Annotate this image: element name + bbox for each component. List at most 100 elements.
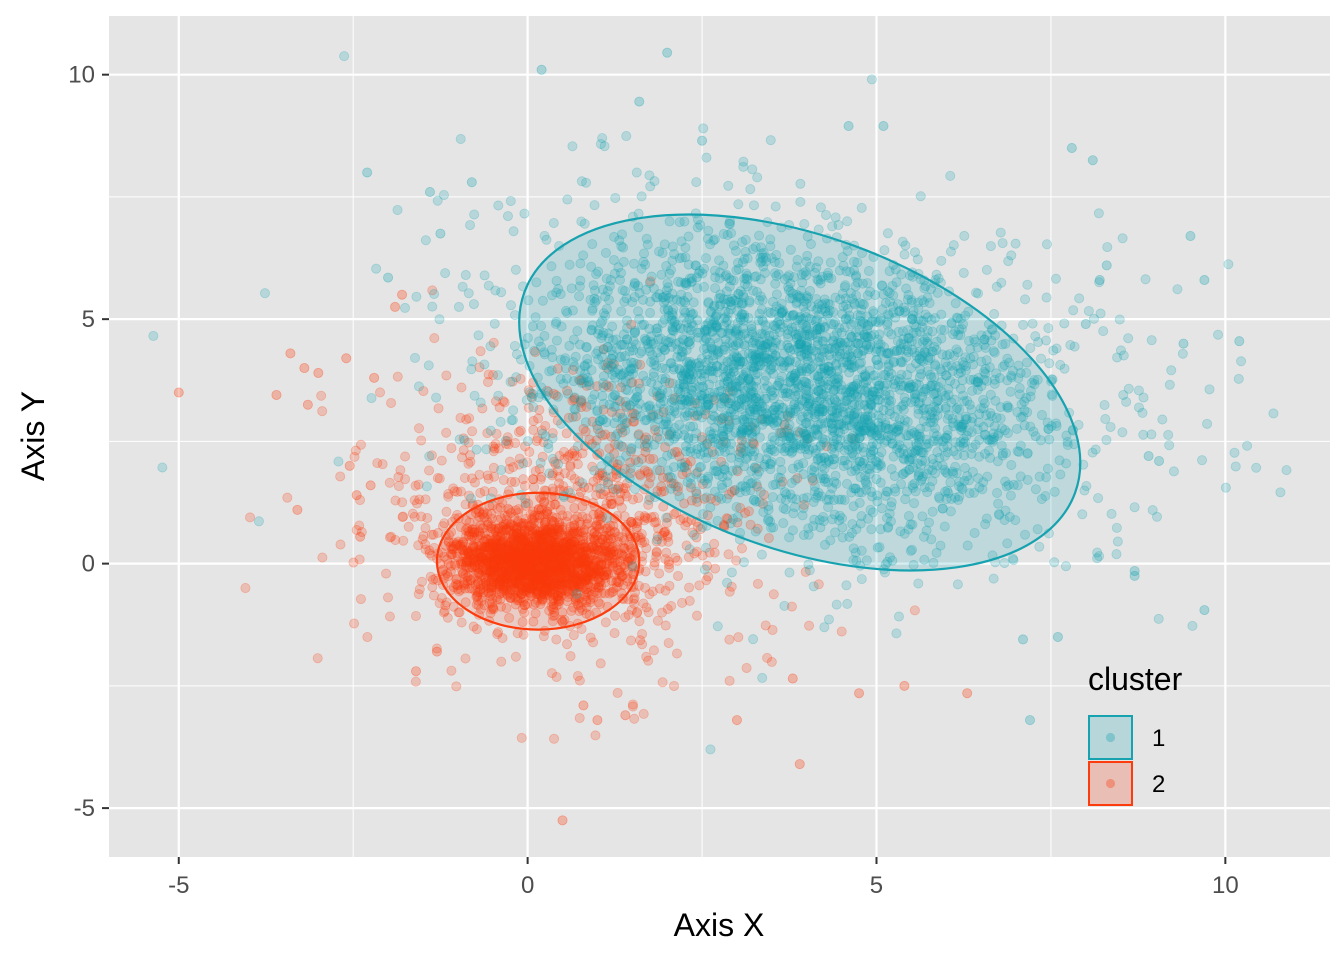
point-cluster-2	[567, 577, 578, 588]
point-cluster-2	[502, 519, 513, 530]
point-cluster-1	[664, 471, 675, 482]
point-cluster-2	[529, 562, 540, 573]
point-cluster-2	[335, 539, 346, 550]
point-cluster-2	[544, 605, 555, 616]
point-cluster-2	[555, 554, 566, 565]
point-cluster-2	[560, 551, 571, 562]
point-cluster-1	[434, 314, 445, 325]
point-cluster-2	[586, 525, 597, 536]
point-cluster-2	[710, 563, 721, 574]
point-cluster-1	[518, 458, 529, 469]
point-cluster-2	[475, 346, 486, 357]
point-cluster-2	[533, 570, 544, 581]
point-cluster-2	[439, 518, 450, 529]
point-cluster-2	[534, 510, 545, 521]
point-cluster-2	[513, 548, 524, 559]
point-cluster-2	[398, 511, 409, 522]
point-cluster-2	[518, 586, 529, 597]
point-cluster-2	[558, 549, 569, 560]
point-cluster-2	[577, 501, 588, 512]
point-cluster-1	[1123, 333, 1134, 344]
point-cluster-1	[1049, 557, 1060, 568]
point-cluster-2	[528, 616, 539, 627]
point-cluster-2	[569, 536, 580, 547]
point-cluster-1	[574, 281, 585, 292]
point-cluster-2	[581, 545, 592, 556]
point-cluster-2	[442, 612, 453, 623]
point-cluster-2	[552, 577, 563, 588]
point-cluster-1	[551, 335, 562, 346]
point-cluster-2	[760, 620, 771, 631]
point-cluster-2	[580, 558, 591, 569]
point-cluster-2	[574, 675, 585, 686]
point-cluster-2	[568, 581, 579, 592]
point-cluster-2	[484, 598, 495, 609]
point-cluster-2	[836, 626, 847, 637]
point-cluster-2	[475, 544, 486, 555]
point-cluster-1	[1000, 505, 1011, 516]
point-cluster-2	[539, 570, 550, 581]
point-cluster-2	[517, 550, 528, 561]
point-cluster-1	[880, 370, 891, 381]
point-cluster-2	[440, 600, 451, 611]
point-cluster-2	[557, 550, 568, 561]
point-cluster-2	[519, 600, 530, 611]
point-cluster-2	[515, 574, 526, 585]
point-cluster-2	[566, 538, 577, 549]
point-cluster-2	[453, 607, 464, 618]
point-cluster-2	[463, 531, 474, 542]
point-cluster-2	[400, 451, 411, 462]
point-cluster-2	[390, 301, 401, 312]
point-cluster-2	[548, 561, 559, 572]
point-cluster-2	[312, 653, 323, 664]
point-cluster-2	[546, 601, 557, 612]
point-cluster-1	[997, 339, 1008, 350]
point-cluster-2	[701, 575, 712, 586]
point-cluster-2	[594, 566, 605, 577]
point-cluster-2	[544, 579, 555, 590]
point-cluster-2	[787, 673, 798, 684]
point-cluster-2	[648, 453, 659, 464]
point-cluster-2	[492, 531, 503, 542]
point-cluster-2	[610, 610, 621, 621]
point-cluster-2	[519, 582, 530, 593]
point-cluster-2	[317, 406, 328, 417]
point-cluster-2	[572, 598, 583, 609]
point-cluster-2	[498, 521, 509, 532]
point-cluster-2	[529, 540, 540, 551]
point-cluster-1	[468, 299, 479, 310]
point-cluster-1	[900, 494, 911, 505]
point-cluster-2	[572, 558, 583, 569]
point-cluster-2	[581, 597, 592, 608]
point-cluster-2	[631, 608, 642, 619]
point-cluster-2	[571, 586, 582, 597]
point-cluster-2	[630, 587, 641, 598]
point-cluster-2	[512, 586, 523, 597]
point-cluster-2	[522, 556, 533, 567]
point-cluster-2	[411, 498, 422, 509]
point-cluster-2	[581, 572, 592, 583]
point-cluster-2	[486, 539, 497, 550]
point-cluster-2	[448, 582, 459, 593]
point-cluster-2	[484, 565, 495, 576]
point-cluster-1	[655, 389, 666, 400]
point-cluster-2	[794, 759, 805, 770]
point-cluster-2	[553, 543, 564, 554]
point-cluster-2	[544, 560, 555, 571]
point-cluster-2	[498, 553, 509, 564]
point-cluster-1	[1041, 292, 1052, 303]
point-cluster-2	[607, 553, 618, 564]
point-cluster-1	[527, 321, 538, 332]
point-cluster-2	[551, 572, 562, 583]
point-cluster-2	[549, 553, 560, 564]
point-cluster-2	[351, 490, 362, 501]
point-cluster-1	[636, 346, 647, 357]
point-cluster-2	[572, 511, 583, 522]
point-cluster-2	[485, 538, 496, 549]
point-cluster-2	[461, 557, 472, 568]
point-cluster-2	[555, 572, 566, 583]
point-cluster-2	[539, 528, 550, 539]
point-cluster-1	[625, 463, 636, 474]
point-cluster-2	[530, 466, 541, 477]
point-cluster-1	[1275, 487, 1286, 498]
